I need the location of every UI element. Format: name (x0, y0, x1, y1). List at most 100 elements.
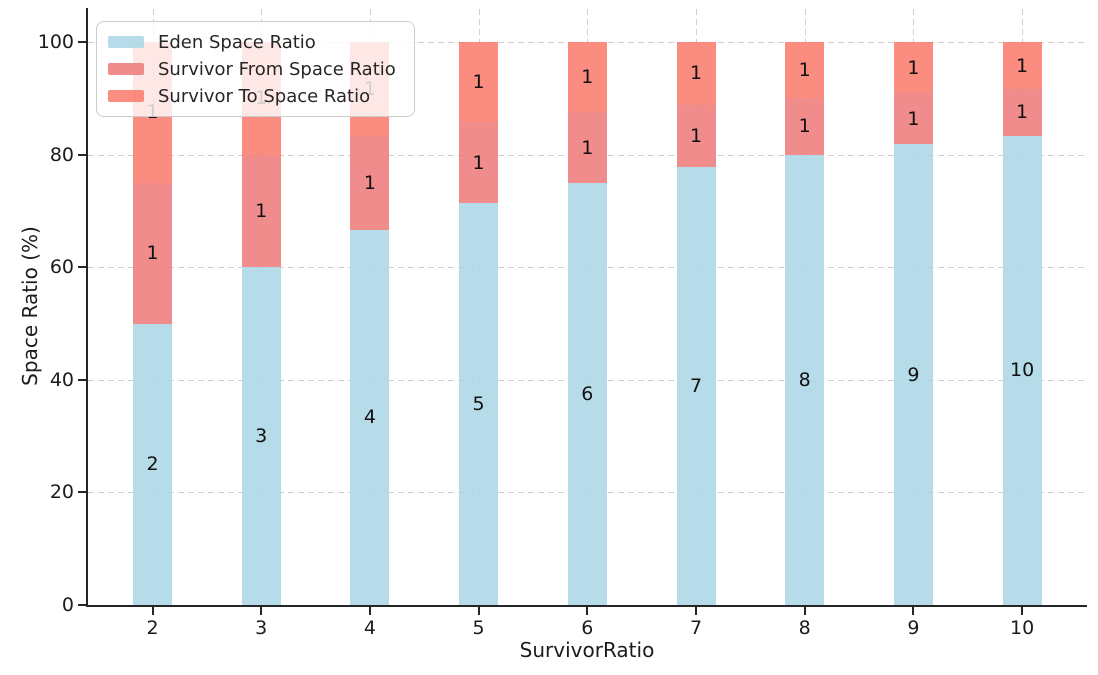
bar-value-label: 7 (689, 375, 703, 397)
bar-segment-survivor-to-space-ratio-8 (785, 42, 825, 99)
y-tick-80 (78, 153, 86, 156)
bar-segment-survivor-from-space-ratio-9 (893, 93, 933, 145)
x-tick-label-3: 3 (255, 617, 268, 639)
legend-label-survivor-from: Survivor From Space Ratio (158, 58, 396, 80)
bar-value-label: 1 (581, 136, 594, 159)
bar-segment-survivor-from-space-ratio-2 (133, 182, 172, 324)
y-tick-0 (78, 604, 86, 606)
bar-segment-survivor-from-space-ratio-6 (567, 112, 607, 183)
bar-value-label: 1 (798, 115, 811, 138)
bar-value-label: 1 (255, 199, 268, 222)
bar-survivorratio-4: 411 (350, 41, 390, 605)
bar-segment-survivor-from-space-ratio-5 (459, 122, 499, 203)
x-tick-10 (1021, 607, 1024, 615)
bar-survivorratio-8: 8 1 1 (785, 42, 825, 605)
bar-segment-eden-space-ratio-10 (1002, 135, 1042, 605)
bar-value-label: 1 (472, 151, 485, 174)
bar-survivorratio-10: 10 1 1 (1002, 42, 1042, 605)
x-tick-8 (803, 607, 806, 615)
x-tick-label-8: 8 (798, 617, 811, 639)
bar-survivorratio-6: 6 1 1 (567, 42, 607, 605)
bar-survivorratio-9: 9 1 1 (893, 42, 933, 605)
bar-segment-survivor-to-space-ratio-6 (567, 42, 607, 113)
bar-segment-eden-space-ratio-7 (676, 167, 716, 605)
bar-segment-eden-space-ratio-8 (785, 154, 825, 605)
bar-segment-eden-space-ratio-4 (350, 229, 390, 605)
y-tick-label-80: 80 (49, 143, 74, 166)
y-axis-spine (86, 8, 88, 607)
bar-value-label: 2 (146, 453, 159, 476)
bar-value-label: 1 (907, 56, 920, 79)
bar-value-label: 4 (363, 406, 376, 429)
y-axis-label: Space Ratio (%) (18, 226, 42, 386)
bar-segment-survivor-from-space-ratio-4 (350, 135, 390, 230)
plot-area: 2113114115116117118119111011 23456789100… (38, 8, 1087, 639)
x-tick-label-5: 5 (472, 617, 485, 639)
bar-value-label: 9 (907, 363, 920, 386)
bar-value-label: 1 (472, 71, 485, 94)
x-tick-7 (695, 607, 697, 615)
bar-segment-survivor-to-space-ratio-7 (676, 42, 716, 105)
x-tick-label-4: 4 (363, 617, 376, 639)
x-tick-5 (477, 607, 480, 615)
bar-survivorratio-3: 311 (241, 42, 281, 605)
x-tick-2 (151, 607, 154, 615)
y-tick-label-60: 60 (49, 256, 74, 279)
bar-value-label: 1 (146, 242, 159, 265)
bar-segment-eden-space-ratio-6 (567, 182, 607, 605)
bar-value-label: 8 (798, 368, 811, 391)
y-tick-60 (78, 266, 86, 269)
y-tick-100 (78, 41, 86, 43)
bar-value-label: 5 (472, 392, 485, 415)
legend-item-survivor-to: Survivor To Space Ratio (108, 85, 396, 107)
axis-layer: 2 3 4 5 6 7 8 9 10 0 20 40 60 80 100 (38, 8, 1087, 639)
legend-label-survivor-to: Survivor To Space Ratio (158, 85, 371, 107)
bar-survivorratio-2: 211 (133, 41, 172, 605)
bar-segment-eden-space-ratio-3 (241, 267, 281, 605)
bar-survivorratio-7: 7 1 1 (676, 42, 716, 605)
bar-segment-survivor-to-space-ratio-10 (1002, 42, 1042, 89)
y-tick-label-40: 40 (49, 368, 74, 391)
x-tick-label-9: 9 (907, 617, 920, 639)
y-tick-40 (78, 378, 86, 381)
legend-swatch-survivor-to (108, 90, 144, 102)
bar-segment-survivor-to-space-ratio-9 (893, 42, 933, 94)
x-tick-6 (586, 607, 589, 615)
bar-segment-survivor-from-space-ratio-3 (241, 154, 281, 268)
bar-segment-eden-space-ratio-2 (133, 323, 172, 605)
legend-swatch-survivor-from (108, 63, 144, 75)
legend-swatch-eden (108, 36, 144, 48)
legend-item-survivor-from: Survivor From Space Ratio (108, 58, 396, 80)
y-tick-20 (78, 491, 86, 494)
bar-segment-eden-space-ratio-5 (459, 202, 499, 605)
x-tick-3 (260, 607, 263, 615)
bar-value-label: 1 (581, 66, 594, 89)
bar-value-label: 10 (1010, 359, 1035, 382)
bar-value-label: 1 (907, 107, 920, 130)
bar-value-label: 3 (255, 425, 268, 448)
bars-layer: 2113114115116117118119111011 (88, 8, 1087, 605)
bar-segment-survivor-from-space-ratio-7 (676, 104, 716, 168)
legend-item-eden: Eden Space Ratio (108, 31, 396, 53)
bar-value-label: 1 (798, 59, 811, 82)
x-tick-4 (368, 607, 371, 615)
bar-value-label: 6 (581, 382, 594, 405)
x-tick-label-10: 10 (1010, 617, 1035, 639)
y-tick-label-0: 0 (61, 594, 74, 616)
x-tick-label-2: 2 (146, 617, 159, 639)
y-tick-label-100: 100 (37, 31, 74, 53)
bar-value-label: 1 (689, 62, 703, 85)
x-axis-spine (86, 605, 1087, 607)
bar-segment-survivor-to-space-ratio-5 (459, 41, 499, 123)
bar-value-label: 1 (1016, 101, 1029, 124)
bar-value-label: 1 (1016, 54, 1029, 77)
x-tick-label-7: 7 (689, 617, 703, 639)
bar-segment-eden-space-ratio-9 (893, 144, 933, 605)
x-axis-label: SurvivorRatio (519, 638, 655, 662)
bar-value-label: 1 (363, 171, 376, 194)
bar-value-label: 1 (689, 124, 703, 147)
bar-survivorratio-5: 5 1 1 (459, 41, 499, 605)
legend: Eden Space Ratio Survivor From Space Rat… (96, 21, 415, 117)
bar-segment-survivor-from-space-ratio-10 (1002, 89, 1042, 136)
